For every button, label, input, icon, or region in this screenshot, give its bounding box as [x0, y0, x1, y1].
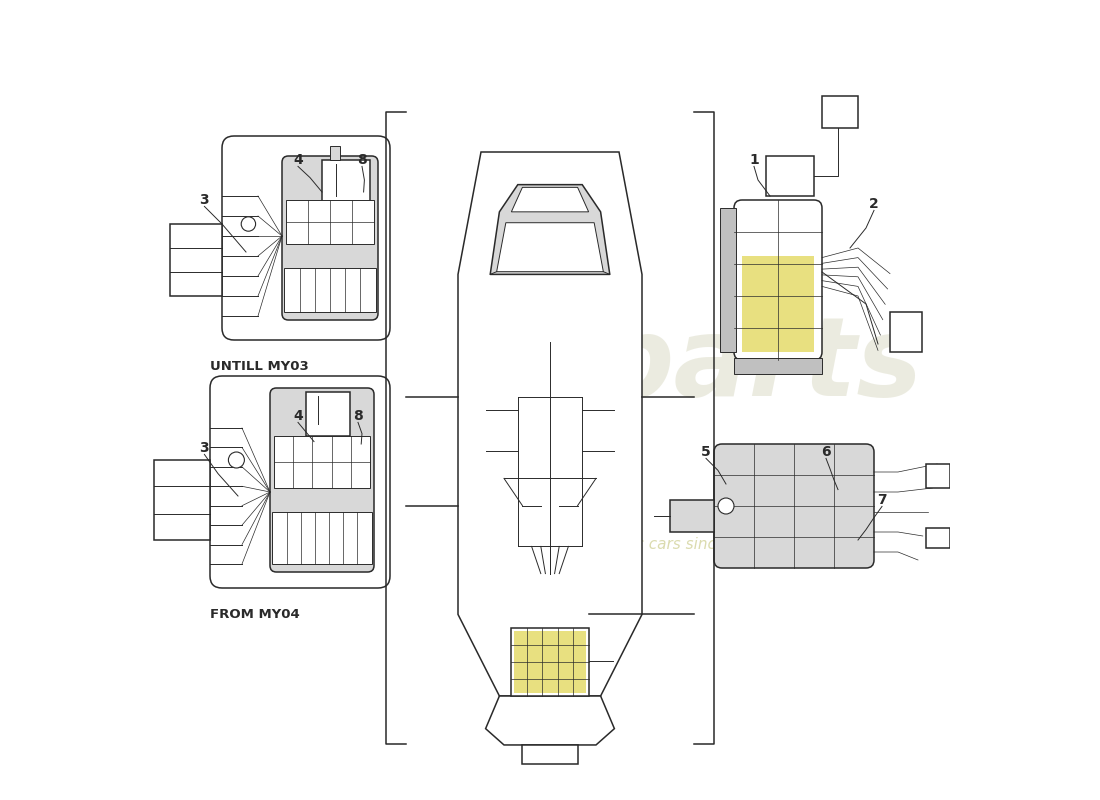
- Polygon shape: [512, 187, 588, 212]
- Bar: [926, 528, 950, 548]
- Bar: [273, 512, 372, 564]
- FancyBboxPatch shape: [210, 376, 390, 588]
- Text: 3: 3: [199, 193, 209, 207]
- Bar: [286, 200, 374, 244]
- FancyBboxPatch shape: [714, 444, 874, 568]
- Polygon shape: [522, 745, 578, 764]
- Bar: [719, 208, 736, 352]
- FancyBboxPatch shape: [270, 388, 374, 572]
- Bar: [766, 156, 814, 196]
- Bar: [510, 628, 590, 696]
- Polygon shape: [491, 185, 609, 274]
- Bar: [154, 460, 210, 540]
- Bar: [322, 160, 370, 208]
- FancyBboxPatch shape: [222, 136, 390, 340]
- Polygon shape: [485, 696, 615, 745]
- Text: 6: 6: [822, 445, 830, 459]
- Bar: [285, 268, 375, 312]
- Text: 5: 5: [701, 445, 711, 459]
- Bar: [670, 500, 714, 532]
- FancyBboxPatch shape: [282, 156, 378, 320]
- Text: 2: 2: [869, 197, 879, 211]
- Bar: [306, 392, 350, 436]
- Text: a passion for classic cars since 1995: a passion for classic cars since 1995: [491, 537, 770, 551]
- Bar: [926, 464, 950, 488]
- Polygon shape: [496, 222, 604, 272]
- Text: 4: 4: [293, 409, 303, 423]
- Text: 1: 1: [749, 153, 759, 167]
- Bar: [514, 631, 586, 693]
- Bar: [954, 504, 974, 524]
- Text: 8: 8: [353, 409, 363, 423]
- Circle shape: [229, 452, 244, 468]
- Text: 3: 3: [199, 441, 209, 455]
- FancyBboxPatch shape: [734, 200, 822, 360]
- Text: FROM MY04: FROM MY04: [210, 608, 299, 621]
- Text: 8: 8: [358, 153, 367, 167]
- Text: 4: 4: [293, 153, 303, 167]
- Text: UNTILL MY03: UNTILL MY03: [210, 360, 309, 373]
- Bar: [330, 146, 340, 160]
- Bar: [734, 358, 822, 374]
- Bar: [822, 96, 858, 128]
- Circle shape: [241, 217, 255, 231]
- Polygon shape: [458, 152, 642, 696]
- Bar: [170, 224, 222, 296]
- Text: e
parts: e parts: [594, 189, 922, 419]
- Bar: [890, 312, 922, 352]
- Bar: [274, 436, 370, 488]
- Text: 7: 7: [877, 493, 887, 507]
- Circle shape: [718, 498, 734, 514]
- Bar: [742, 256, 814, 352]
